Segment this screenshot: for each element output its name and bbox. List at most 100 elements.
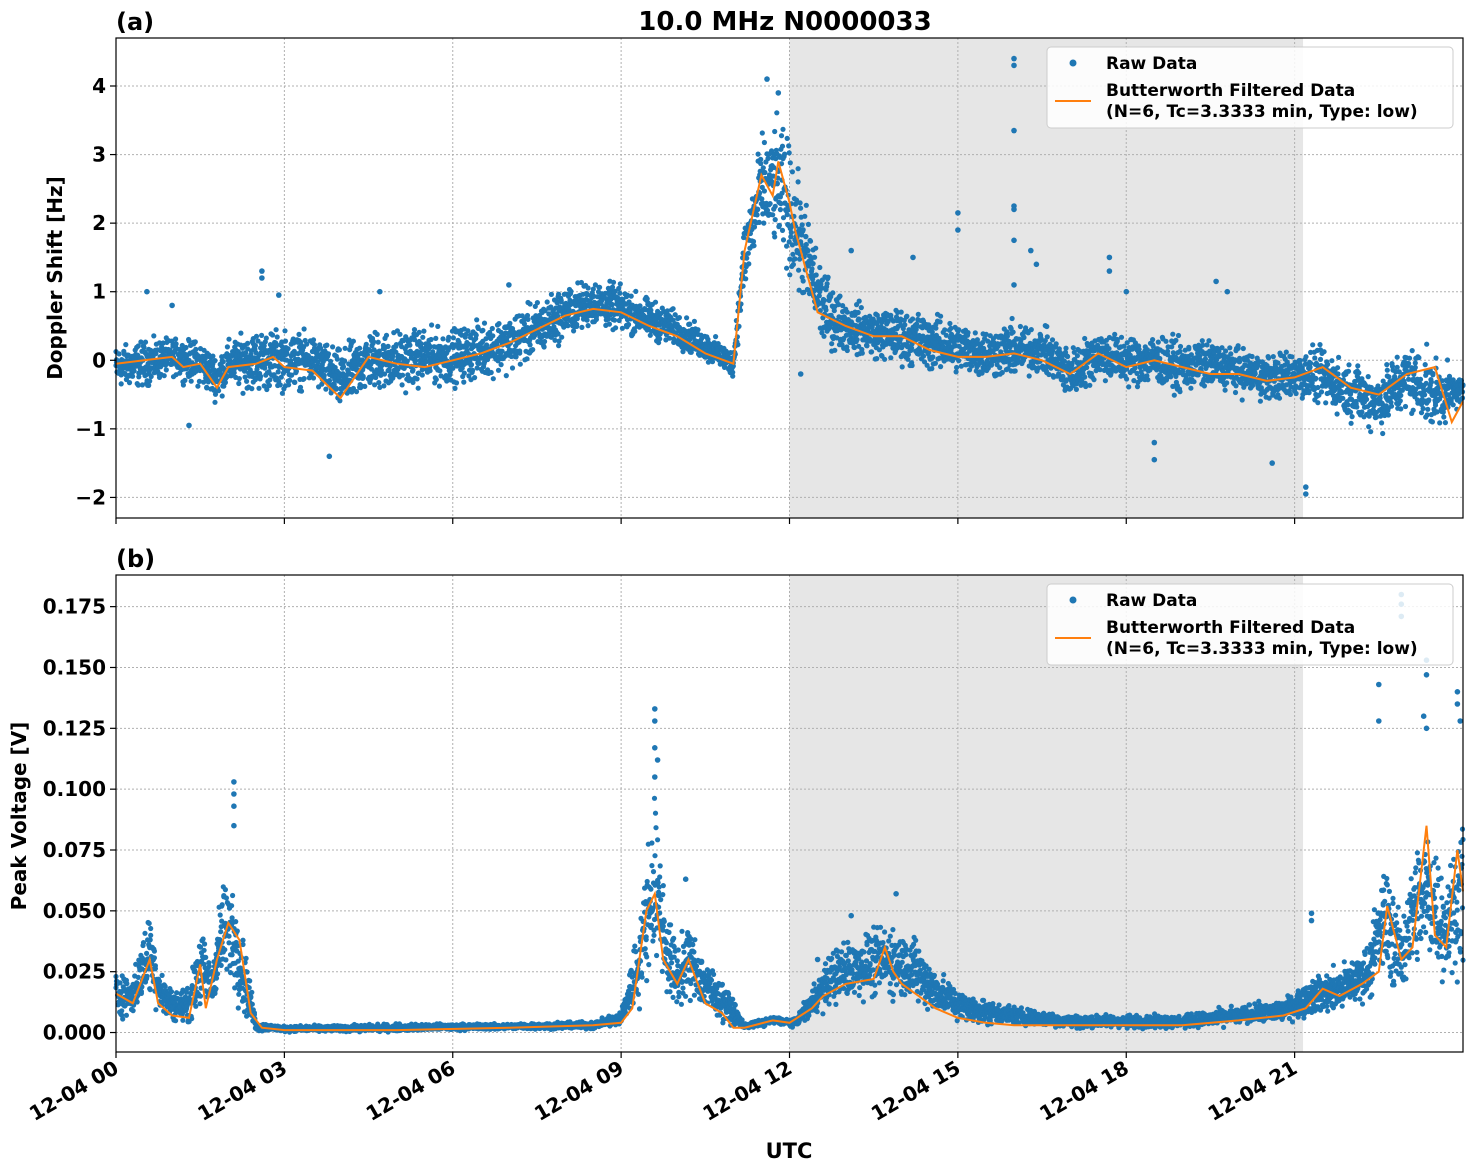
raw-point [1306,390,1312,396]
raw-point [786,143,792,149]
raw-point [178,352,184,359]
raw-point [754,212,760,218]
raw-point [167,347,173,353]
raw-point [292,379,298,385]
raw-point [326,378,333,384]
raw-point [342,345,348,351]
raw-point [1084,364,1090,371]
raw-point [324,342,330,348]
raw-point [1348,420,1354,426]
figure-title: 10.0 MHz N0000033 [638,7,931,37]
raw-point [1321,349,1327,355]
raw-point [786,150,792,156]
raw-point [503,373,509,379]
raw-point [135,343,141,349]
raw-point [1364,396,1370,402]
raw-point [461,379,467,385]
raw-point [461,370,467,376]
raw-point [854,337,860,343]
raw-point [568,288,574,294]
raw-point [188,378,194,384]
raw-point [805,221,812,227]
raw-point [419,372,425,378]
raw-point [173,336,179,342]
raw-point [1345,402,1351,408]
raw-point [909,362,915,369]
raw-point [440,336,446,342]
raw-point [1237,359,1243,365]
raw-point [1356,370,1362,376]
raw-point [517,361,523,367]
raw-point [452,385,458,391]
raw-point [1398,406,1404,412]
raw-point [360,375,366,381]
raw-point [273,327,279,333]
raw-point [910,316,916,322]
raw-point [273,343,279,349]
raw-point [1168,374,1174,380]
raw-point [796,267,802,273]
raw-point [301,376,307,382]
raw-point [684,315,690,321]
raw-point [779,143,786,149]
raw-point [612,317,618,323]
raw-point [821,333,827,339]
raw-point [1388,403,1395,409]
raw-point [1165,348,1171,354]
raw-point [1010,329,1016,335]
raw-point [385,343,391,349]
raw-point [932,360,939,366]
raw-point [858,305,864,311]
raw-point [371,339,377,345]
raw-point [1397,398,1403,404]
raw-point [1313,375,1319,381]
raw-point [180,382,186,388]
raw-point [813,245,819,251]
raw-point [805,248,811,254]
raw-point [146,382,152,388]
raw-point [1349,414,1355,420]
raw-point [761,188,768,194]
raw-point [571,328,577,334]
raw-point [585,285,591,291]
raw-point [1270,354,1276,360]
raw-point [1223,348,1229,354]
raw-point [118,381,124,387]
raw-point [613,325,619,331]
raw-point [453,380,460,386]
raw-point [929,366,935,372]
raw-point [135,382,141,388]
raw-point [937,319,943,325]
raw-point [855,309,861,316]
raw-point [488,369,494,376]
raw-point [956,327,962,333]
raw-point [297,384,304,390]
raw-point [762,169,768,176]
raw-point [792,256,798,262]
raw-point [279,390,285,396]
raw-point [397,331,403,337]
raw-point [585,323,591,329]
raw-point [770,212,776,218]
raw-point [1012,368,1018,374]
raw-point [541,344,547,350]
raw-point [788,229,794,236]
raw-point [131,368,137,374]
raw-point [163,367,169,373]
raw-point [123,342,129,348]
raw-point [236,376,242,382]
raw-point [1240,345,1246,352]
raw-point [817,264,823,271]
raw-point [628,293,634,299]
raw-point [261,343,267,349]
raw-point [126,380,133,386]
raw-point [156,340,163,346]
raw-point [745,250,751,256]
raw-point [196,378,202,384]
raw-point [800,278,806,284]
raw-point [277,382,283,388]
raw-point [256,385,262,391]
raw-point [542,338,548,345]
raw-point [428,336,434,343]
raw-point [212,399,218,405]
